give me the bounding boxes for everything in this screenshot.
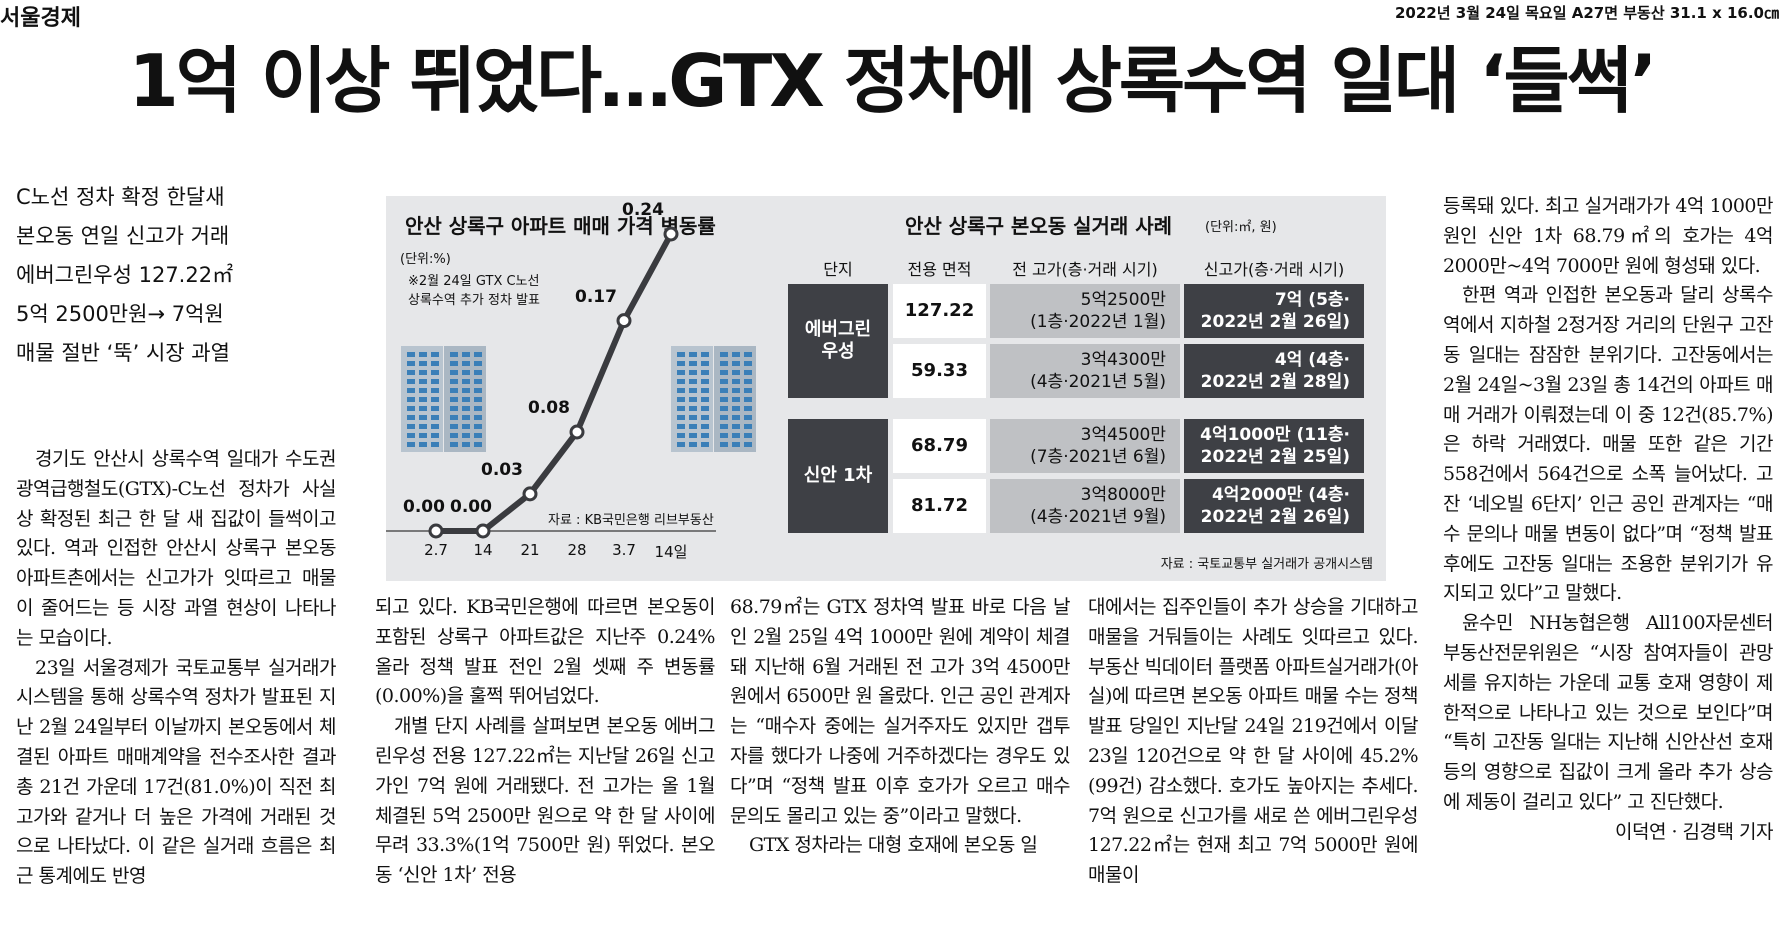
table-complex: 에버그린 우성 xyxy=(788,284,888,398)
table-cell-new: 4억2000만 (4층· 2022년 2월 26일) xyxy=(1184,479,1364,533)
table-unit: (단위:㎡, 원) xyxy=(1205,220,1277,235)
table-cell-new: 4억1000만 (11층· 2022년 2월 25일) xyxy=(1184,419,1364,473)
masthead: 서울경제 xyxy=(0,6,81,31)
x-tick-label: 14 xyxy=(473,541,493,559)
x-tick-label: 28 xyxy=(567,541,587,559)
article-paragraph: GTX 정차라는 대형 호재에 본오동 일 xyxy=(749,834,1038,857)
headline: 1억 이상 뛰었다…GTX 정차에 상록수역 일대 ‘들썩’ xyxy=(128,39,1658,123)
data-label: 0.08 xyxy=(528,398,570,418)
article-paragraph: 한편 역과 인접한 본오동과 달리 상록수역에서 지하철 2정거장 거리의 단원… xyxy=(1443,284,1774,605)
article-column-2: 되고 있다. KB국민은행에 따르면 본오동이 포함된 상록구 아파트값은 지난… xyxy=(375,593,716,891)
subhead: 5억 2500만원→ 7억원 xyxy=(16,302,224,326)
dateline: 2022년 3월 24일 목요일 A27면 부동산 31.1 x 16.0㎝ xyxy=(1394,4,1779,22)
table-cell-new: 7억 (5층· 2022년 2월 26일) xyxy=(1184,284,1364,338)
article-paragraph: 경기도 안산시 상록수역 일대가 수도권광역급행철도(GTX)-C노선 정차가 … xyxy=(16,448,337,649)
table-header: 전용 면적 xyxy=(907,260,972,279)
building-left-icon xyxy=(401,346,486,452)
table-title: 안산 상록구 본오동 실거래 사례 xyxy=(905,214,1173,238)
table-header: 전 고가(층·거래 시기) xyxy=(1012,260,1158,279)
article-paragraph: 23일 서울경제가 국토교통부 실거래가 시스템을 통해 상록수역 정차가 발표… xyxy=(16,656,337,888)
table-complex: 신안 1차 xyxy=(788,419,888,533)
table-cell-area: 127.22 xyxy=(893,284,986,338)
data-label: 0.00 xyxy=(403,497,445,517)
subhead: 에버그린우성 127.22㎡ xyxy=(16,263,234,287)
article-paragraph: 등록돼 있다. 최고 실거래가가 4억 1000만 원인 신안 1차 68.79… xyxy=(1443,195,1774,277)
data-point xyxy=(522,486,538,502)
data-label: 0.17 xyxy=(575,286,617,307)
data-point xyxy=(428,523,444,539)
x-tick-label: 14일 xyxy=(654,543,688,561)
x-tick-label: 21 xyxy=(520,541,540,559)
chart-source: 자료 : KB국민은행 리브부동산 xyxy=(548,513,714,528)
table-cell-prev: 3억4500만 (7층·2021년 6월) xyxy=(990,419,1180,473)
article-paragraph: 대에서는 집주인들이 추가 상승을 기대하고 매물을 거둬들이는 사례도 잇따르… xyxy=(1088,596,1419,887)
subhead: 매물 절반 ‘뚝’ 시장 과열 xyxy=(16,341,230,365)
chart-note: ※2월 24일 GTX C노선 상록수역 추가 정차 발표 xyxy=(408,274,540,308)
subhead: 본오동 연일 신고가 거래 xyxy=(16,224,230,248)
x-tick-label: 2.7 xyxy=(424,541,448,559)
article-column-1: 경기도 안산시 상록수역 일대가 수도권광역급행철도(GTX)-C노선 정차가 … xyxy=(16,445,337,892)
article-paragraph: 68.79㎡는 GTX 정차역 발표 바로 다음 날인 2월 25일 4억 10… xyxy=(730,596,1071,827)
table-header: 단지 xyxy=(823,260,853,279)
table-cell-new: 4억 (4층· 2022년 2월 28일) xyxy=(1184,344,1364,398)
table-cell-area: 59.33 xyxy=(893,344,986,398)
building-right-icon xyxy=(671,346,756,452)
data-label: 0.24 xyxy=(622,200,664,220)
x-tick-label: 3.7 xyxy=(612,541,636,559)
article-column-5: 등록돼 있다. 최고 실거래가가 4억 1000만 원인 신안 1차 68.79… xyxy=(1443,192,1774,848)
table-source: 자료 : 국토교통부 실거래가 공개시스템 xyxy=(1160,557,1373,572)
article-column-4: 대에서는 집주인들이 추가 상승을 기대하고 매물을 거둬들이는 사례도 잇따르… xyxy=(1088,593,1419,891)
data-label: 0.00 xyxy=(450,497,492,517)
data-point xyxy=(569,424,585,440)
data-point xyxy=(663,226,679,242)
table-cell-area: 81.72 xyxy=(893,479,986,533)
series-line xyxy=(436,232,674,534)
table-header: 신고가(층·거래 시기) xyxy=(1203,260,1345,279)
data-point xyxy=(616,313,632,329)
subheads: C노선 정차 확정 한달새 본오동 연일 신고가 거래 에버그린우성 127.2… xyxy=(16,178,346,373)
article-paragraph: 되고 있다. KB국민은행에 따르면 본오동이 포함된 상록구 아파트값은 지난… xyxy=(375,596,716,708)
chart-unit: (단위:%) xyxy=(400,252,451,267)
table-cell-area: 68.79 xyxy=(893,419,986,473)
byline: 이덕연 · 김경택 기자 xyxy=(1615,820,1774,843)
article-paragraph: 개별 단지 사례를 살펴보면 본오동 에버그린우성 전용 127.22㎡는 지난… xyxy=(375,715,716,887)
table-cell-prev: 3억8000만 (4층·2021년 9월) xyxy=(990,479,1180,533)
article-column-3: 68.79㎡는 GTX 정차역 발표 바로 다음 날인 2월 25일 4억 10… xyxy=(730,593,1071,861)
data-label: 0.03 xyxy=(481,459,523,480)
article-paragraph: 윤수민 NH농협은행 All100자문센터 부동산전문위원은 “시장 참여자들이… xyxy=(1443,612,1774,813)
subhead: C노선 정차 확정 한달새 xyxy=(16,185,225,209)
data-point xyxy=(475,523,491,539)
table-cell-prev: 3억4300만 (4층·2021년 5월) xyxy=(990,344,1180,398)
chart-area xyxy=(386,226,756,539)
table-cell-prev: 5억2500만 (1층·2022년 1월) xyxy=(990,284,1180,338)
